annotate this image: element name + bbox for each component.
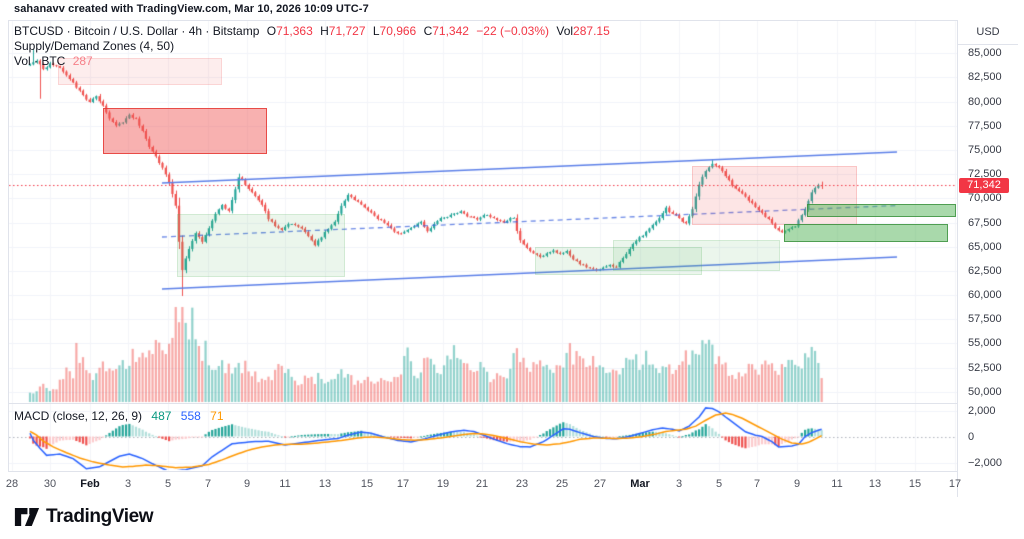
price-tick-label: 85,000 bbox=[968, 47, 1002, 59]
price-tick-label: 82,500 bbox=[968, 71, 1002, 83]
price-tick-label: 65,000 bbox=[968, 241, 1002, 253]
price-tick-label: 50,000 bbox=[968, 386, 1002, 398]
pane-separator[interactable] bbox=[8, 403, 1018, 404]
time-tick-label: Feb bbox=[80, 478, 100, 490]
ohlc-close: C71,342 bbox=[423, 24, 469, 38]
symbol-legend[interactable]: BTCUSD · Bitcoin / U.S. Dollar · 4h · Bi… bbox=[14, 24, 610, 69]
price-change: −22 (−0.03%) bbox=[476, 24, 550, 38]
time-tick-label: 5 bbox=[715, 478, 723, 490]
time-tick-label: 15 bbox=[360, 478, 374, 490]
tradingview-logo[interactable]: TradingView bbox=[14, 506, 154, 528]
macd-hist-value: 487 bbox=[151, 409, 172, 423]
time-tick-label: 19 bbox=[436, 478, 450, 490]
time-tick-label: 13 bbox=[868, 478, 882, 490]
time-tick-label: 25 bbox=[555, 478, 569, 490]
tradingview-logo-text: TradingView bbox=[46, 506, 154, 527]
time-tick-label: 17 bbox=[948, 478, 962, 490]
symbol-row[interactable]: BTCUSD · Bitcoin / U.S. Dollar · 4h · Bi… bbox=[14, 24, 610, 39]
symbol-description[interactable]: BTCUSD · Bitcoin / U.S. Dollar · 4h · Bi… bbox=[14, 24, 260, 38]
price-tick-label: 77,500 bbox=[968, 120, 1002, 132]
macd-signal-value: 71 bbox=[210, 409, 224, 423]
time-tick-label: 21 bbox=[475, 478, 489, 490]
time-tick-label: 11 bbox=[831, 478, 843, 490]
time-tick-label: 11 bbox=[279, 478, 291, 490]
price-tick-label: 72,500 bbox=[968, 168, 1002, 180]
time-tick-label: 7 bbox=[204, 478, 212, 490]
macd-title: MACD (close, 12, 26, 9) bbox=[14, 409, 143, 423]
macd-tick-label: 2,000 bbox=[968, 405, 996, 417]
time-tick-label: 23 bbox=[515, 478, 529, 490]
time-tick-label: 17 bbox=[396, 478, 410, 490]
price-tick-label: 67,500 bbox=[968, 217, 1002, 229]
price-tick-label: 80,000 bbox=[968, 96, 1002, 108]
macd-tick-label: 0 bbox=[968, 431, 975, 443]
time-tick-label: 30 bbox=[43, 478, 57, 490]
time-tick-label: 9 bbox=[793, 478, 801, 490]
time-tick-label: Mar bbox=[630, 478, 650, 490]
time-tick-label: 27 bbox=[593, 478, 607, 490]
time-tick-label: 5 bbox=[164, 478, 172, 490]
indicator-row-volume[interactable]: Vol · BTC 287 bbox=[14, 54, 93, 68]
macd-line-value: 558 bbox=[180, 409, 201, 423]
price-tick-label: 62,500 bbox=[968, 265, 1002, 277]
time-tick-label: 15 bbox=[908, 478, 922, 490]
volume-readout: Vol287.15 bbox=[556, 24, 610, 38]
time-tick-label: 13 bbox=[318, 478, 332, 490]
time-axis-separator bbox=[8, 471, 1018, 472]
chart-frame bbox=[8, 20, 1018, 497]
price-tick-label: 55,000 bbox=[968, 337, 1002, 349]
price-tick-label: 75,000 bbox=[968, 144, 1002, 156]
indicator-row-supply-demand[interactable]: Supply/Demand Zones (4, 50) bbox=[14, 39, 175, 53]
time-axis[interactable]: 28 30 Feb 3 5 7 9 11 13 15 17 19 21 23 25 27 Mar 3 5 7 9 11 13… bbox=[5, 472, 961, 497]
price-axis-currency[interactable]: USD bbox=[958, 21, 1018, 45]
time-tick-label: 28 bbox=[5, 478, 19, 490]
macd-legend[interactable]: MACD (close, 12, 26, 9) 487 558 71 bbox=[14, 409, 224, 423]
price-tick-label: 57,500 bbox=[968, 313, 1002, 325]
time-tick-label: 9 bbox=[243, 478, 251, 490]
price-tick-label: 70,000 bbox=[968, 192, 1002, 204]
macd-tick-label: −2,000 bbox=[968, 457, 1002, 469]
ohlc-open: O71,363 bbox=[266, 24, 313, 38]
time-tick-label: 3 bbox=[124, 478, 132, 490]
price-axis[interactable] bbox=[957, 20, 1018, 497]
time-tick-label: 3 bbox=[675, 478, 683, 490]
tradingview-logo-icon bbox=[14, 508, 40, 526]
time-tick-label: 7 bbox=[753, 478, 761, 490]
volume-value: 287 bbox=[72, 54, 93, 68]
price-tick-label: 60,000 bbox=[968, 289, 1002, 301]
last-price-badge: 71,342 bbox=[959, 178, 1009, 193]
price-tick-label: 52,500 bbox=[968, 362, 1002, 374]
ohlc-low: L70,966 bbox=[372, 24, 417, 38]
ohlc-high: H71,727 bbox=[320, 24, 366, 38]
